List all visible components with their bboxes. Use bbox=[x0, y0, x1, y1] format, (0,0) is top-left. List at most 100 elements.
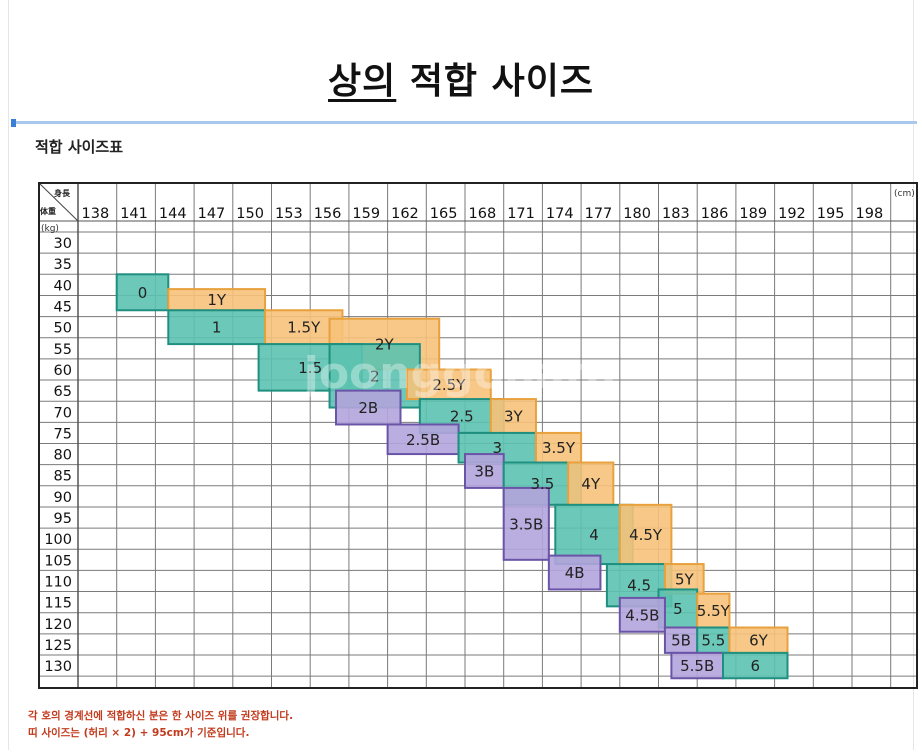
y-tick-label: 40 bbox=[54, 278, 72, 294]
size-label-4-5y: 4.5Y bbox=[629, 526, 663, 544]
size-box-5-5b bbox=[670, 651, 725, 680]
page-right-edge bbox=[913, 0, 914, 750]
size-label-2-5b: 2.5B bbox=[406, 431, 440, 449]
x-tick-label: 162 bbox=[391, 206, 419, 222]
size-box-5-5y bbox=[696, 592, 731, 629]
chart-frame bbox=[38, 182, 918, 689]
size-label-3-5y: 3.5Y bbox=[542, 439, 576, 457]
size-label-5-5b: 5.5B bbox=[680, 657, 714, 675]
size-label-5-5: 5.5 bbox=[701, 632, 725, 650]
size-label-4-5: 4.5 bbox=[627, 577, 651, 595]
size-label-2-5: 2.5 bbox=[450, 408, 474, 426]
size-label-1: 1 bbox=[212, 319, 222, 337]
size-label-2y: 2Y bbox=[375, 336, 395, 354]
size-box-2-5b bbox=[386, 423, 460, 456]
size-box-0 bbox=[115, 273, 170, 312]
x-tick-label: 153 bbox=[275, 206, 303, 222]
x-tick-label: 198 bbox=[856, 206, 884, 222]
corner-label-weight: 体重 bbox=[40, 206, 56, 216]
size-box-6 bbox=[722, 651, 789, 680]
size-label-1y: 1Y bbox=[207, 291, 227, 309]
size-label-3: 3 bbox=[492, 439, 502, 457]
y-tick-label: 115 bbox=[44, 596, 72, 612]
y-tick-label: 80 bbox=[54, 448, 72, 464]
x-tick-label: 171 bbox=[507, 206, 535, 222]
size-label-5: 5 bbox=[673, 600, 683, 618]
y-tick-label: 60 bbox=[54, 363, 72, 379]
y-tick-label: 95 bbox=[54, 511, 72, 527]
size-box-3y bbox=[489, 398, 537, 434]
y-tick-label: 85 bbox=[54, 469, 72, 485]
y-tick-label: 70 bbox=[54, 405, 72, 421]
size-label-5-5y: 5.5Y bbox=[697, 602, 731, 620]
size-box-4b bbox=[547, 554, 602, 591]
note-line-2: 띠 사이즈는 (허리 × 2) + 95cm가 기준입니다. bbox=[28, 727, 250, 739]
size-label-3-5: 3.5 bbox=[530, 475, 554, 493]
size-label-1-5y: 1.5Y bbox=[287, 319, 321, 337]
size-label-3-5b: 3.5B bbox=[509, 515, 543, 533]
y-tick-label: 110 bbox=[44, 574, 72, 590]
x-tick-label: 144 bbox=[159, 206, 187, 222]
corner-diagonal bbox=[38, 182, 79, 222]
x-tick-label: 174 bbox=[546, 206, 574, 222]
y-tick-label: 55 bbox=[54, 342, 72, 358]
y-tick-label: 120 bbox=[44, 617, 72, 633]
y-tick-label: 35 bbox=[54, 257, 72, 273]
size-box-3b bbox=[464, 453, 505, 489]
size-box-4-5b bbox=[618, 596, 666, 633]
watermark-text: joonggonara bbox=[302, 348, 617, 399]
x-tick-label: 180 bbox=[623, 206, 651, 222]
x-tick-label: 150 bbox=[236, 206, 264, 222]
size-label-5b: 5B bbox=[671, 632, 691, 650]
page-title: 상의 적합 사이즈 bbox=[0, 52, 922, 104]
x-tick-label: 168 bbox=[469, 206, 497, 222]
size-box-3-5b bbox=[502, 486, 550, 561]
x-tick-label: 147 bbox=[198, 206, 226, 222]
note-line-1: 각 호의 경계선에 적합하신 분은 한 사이즈 위를 권장합니다. bbox=[28, 710, 294, 722]
x-tick-label: 141 bbox=[120, 206, 148, 222]
size-label-2-5y: 2.5Y bbox=[432, 376, 466, 394]
y-tick-label: 50 bbox=[54, 321, 72, 337]
size-label-1-5: 1.5 bbox=[298, 359, 322, 377]
x-tick-label: 195 bbox=[817, 206, 845, 222]
size-label-5y: 5Y bbox=[675, 570, 695, 588]
size-label-6y: 6Y bbox=[749, 632, 769, 650]
x-tick-label: 192 bbox=[778, 206, 806, 222]
y-tick-label: 90 bbox=[54, 490, 72, 506]
page-title-underlined: 상의 bbox=[328, 61, 397, 102]
notes: 각 호의 경계선에 적합하신 분은 한 사이즈 위를 권장합니다. 띠 사이즈는… bbox=[28, 708, 293, 742]
title-divider-marker bbox=[11, 119, 16, 127]
title-divider bbox=[12, 121, 917, 124]
x-tick-label: 183 bbox=[662, 206, 690, 222]
x-tick-label: 177 bbox=[585, 206, 613, 222]
size-label-0: 0 bbox=[138, 284, 148, 302]
x-tick-label: 138 bbox=[82, 206, 110, 222]
size-box-6y bbox=[728, 626, 789, 654]
y-tick-label: 75 bbox=[54, 426, 72, 442]
size-box-3-5y bbox=[534, 431, 583, 464]
size-label-4: 4 bbox=[589, 526, 599, 544]
size-label-2: 2 bbox=[370, 367, 380, 385]
x-tick-label: 156 bbox=[314, 206, 342, 222]
size-label-3y: 3Y bbox=[504, 408, 524, 426]
x-unit-label: (cm) bbox=[894, 189, 915, 199]
x-tick-label: 159 bbox=[352, 206, 380, 222]
y-tick-label: 125 bbox=[44, 638, 72, 654]
size-label-4y: 4Y bbox=[581, 475, 601, 493]
y-tick-label: 65 bbox=[54, 384, 72, 400]
y-tick-label: 30 bbox=[54, 236, 72, 252]
page-left-edge bbox=[8, 0, 9, 750]
y-tick-label: 130 bbox=[44, 659, 72, 675]
size-label-2b: 2B bbox=[358, 399, 378, 417]
y-tick-label: 100 bbox=[44, 532, 72, 548]
corner-label-height: 身長 bbox=[54, 188, 71, 198]
y-unit-label: (kg) bbox=[41, 224, 59, 234]
size-box-2b bbox=[335, 389, 402, 426]
x-tick-label: 165 bbox=[430, 206, 458, 222]
size-label-3b: 3B bbox=[474, 462, 494, 480]
x-tick-label: 189 bbox=[739, 206, 767, 222]
x-tick-label: 186 bbox=[701, 206, 729, 222]
size-table-title: 적합 사이즈표 bbox=[35, 138, 124, 156]
